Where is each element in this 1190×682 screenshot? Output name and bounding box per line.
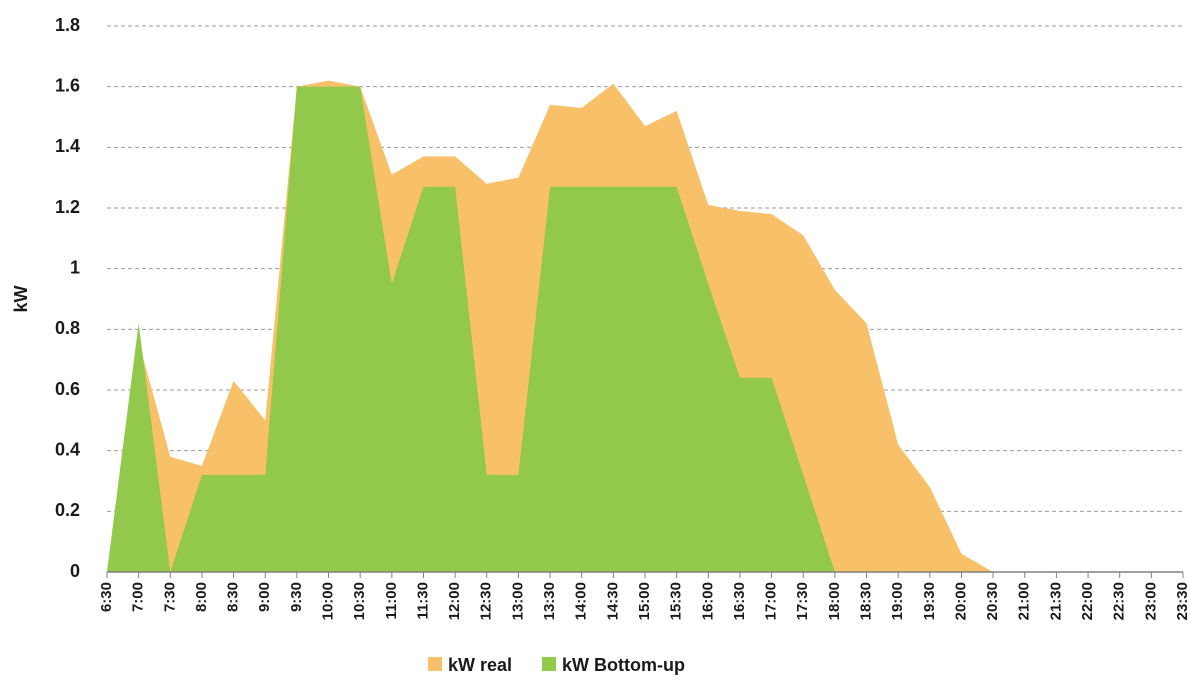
x-tick-label: 14:30 bbox=[604, 582, 621, 620]
legend-swatch bbox=[428, 657, 442, 671]
x-tick-label: 19:00 bbox=[889, 582, 906, 620]
x-tick-label: 13:00 bbox=[509, 582, 526, 620]
x-tick-label: 9:30 bbox=[288, 582, 305, 612]
x-tick-label: 22:30 bbox=[1111, 582, 1128, 620]
x-tick-label: 12:30 bbox=[478, 582, 495, 620]
x-tick-label: 7:00 bbox=[130, 582, 147, 612]
y-tick-label: 0.6 bbox=[55, 379, 80, 399]
y-tick-label: 1 bbox=[70, 257, 80, 277]
x-tick-label: 16:00 bbox=[699, 582, 716, 620]
x-tick-label: 17:30 bbox=[794, 582, 811, 620]
y-tick-label: 1.8 bbox=[55, 15, 80, 35]
x-tick-label: 8:30 bbox=[225, 582, 242, 612]
x-tick-label: 7:30 bbox=[161, 582, 178, 612]
x-tick-label: 10:00 bbox=[319, 582, 336, 620]
x-tick-label: 13:30 bbox=[541, 582, 558, 620]
y-tick-label: 1.6 bbox=[55, 75, 80, 95]
x-tick-label: 21:30 bbox=[1047, 582, 1064, 620]
x-tick-label: 20:00 bbox=[952, 582, 969, 620]
y-axis-label: kW bbox=[11, 285, 31, 312]
y-tick-label: 0 bbox=[70, 561, 80, 581]
y-tick-label: 1.4 bbox=[55, 136, 80, 156]
x-tick-label: 8:00 bbox=[193, 582, 210, 612]
x-tick-label: 11:00 bbox=[383, 582, 400, 620]
x-tick-label: 19:30 bbox=[921, 582, 938, 620]
y-tick-label: 0.8 bbox=[55, 318, 80, 338]
x-tick-label: 23:30 bbox=[1174, 582, 1190, 620]
x-tick-label: 17:00 bbox=[763, 582, 780, 620]
x-tick-label: 18:30 bbox=[857, 582, 874, 620]
y-tick-label: 0.2 bbox=[55, 500, 80, 520]
x-tick-label: 20:30 bbox=[984, 582, 1001, 620]
x-tick-label: 18:00 bbox=[826, 582, 843, 620]
x-tick-label: 11:30 bbox=[414, 582, 431, 620]
x-tick-label: 23:00 bbox=[1142, 582, 1159, 620]
x-tick-label: 15:30 bbox=[668, 582, 685, 620]
y-tick-label: 1.2 bbox=[55, 197, 80, 217]
x-tick-label: 16:30 bbox=[731, 582, 748, 620]
area bbox=[107, 86, 1183, 573]
x-tick-label: 15:00 bbox=[636, 582, 653, 620]
legend-swatch bbox=[542, 657, 557, 671]
x-tick-label: 14:00 bbox=[573, 582, 590, 620]
x-tick-label: 9:00 bbox=[256, 582, 273, 612]
x-tick-label: 6:30 bbox=[98, 582, 115, 612]
y-tick-label: 0.4 bbox=[55, 439, 80, 459]
x-tick-label: 12:00 bbox=[446, 582, 463, 620]
legend-label: kW Bottom-up bbox=[562, 655, 685, 675]
x-tick-label: 10:30 bbox=[351, 582, 368, 620]
legend-label: kW real bbox=[448, 655, 512, 675]
x-tick-label: 22:00 bbox=[1079, 582, 1096, 620]
x-tick-label: 21:00 bbox=[1016, 582, 1033, 620]
